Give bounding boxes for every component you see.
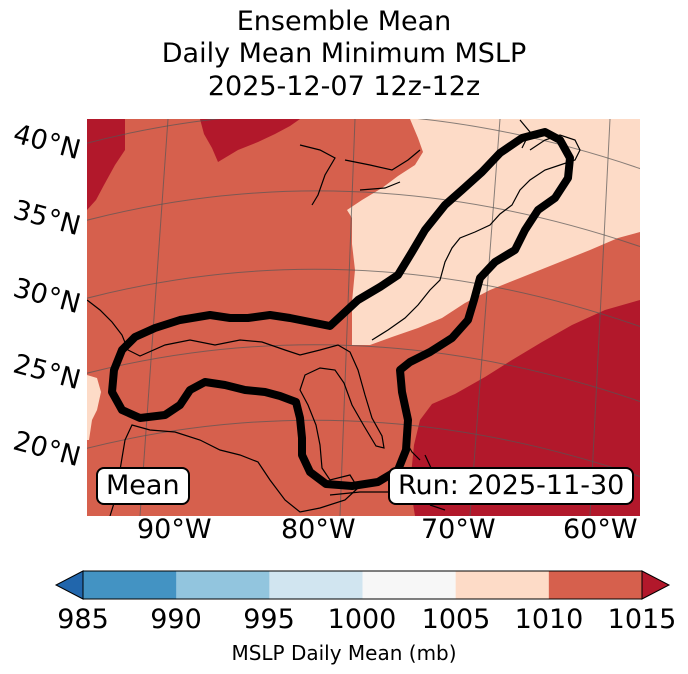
- colorbar-outline: [82, 570, 643, 600]
- colorbar-segment: [548, 571, 643, 599]
- colorbar-segment: [176, 571, 270, 599]
- colorbar-overflow-triangle: [641, 570, 671, 600]
- coastlines: [87, 119, 581, 516]
- graticule: [87, 119, 640, 516]
- colorbar-tick-1015: 1015: [607, 604, 677, 635]
- title-line-3: 2025-12-07 12z-12z: [207, 71, 481, 102]
- pressure-fill-above-1015-atlantic: [410, 300, 640, 516]
- lon-label-90w: 90°W: [137, 514, 212, 545]
- lon-label-80w: 80°W: [281, 514, 356, 545]
- member-label-box: Mean: [96, 467, 190, 505]
- colorbar-tick-1000: 1000: [327, 604, 397, 635]
- colorbar-tick-1005: 1005: [421, 604, 491, 635]
- colorbar-tick-1010: 1010: [514, 604, 584, 635]
- colorbar-segment: [83, 571, 177, 599]
- colorbar-tick-995: 995: [243, 604, 295, 635]
- colorbar-segment: [269, 571, 363, 599]
- title-line-1: Ensemble Mean: [236, 6, 452, 37]
- colorbar-underflow-triangle: [54, 570, 84, 600]
- colorbar-label: MSLP Daily Mean (mb): [231, 641, 457, 665]
- lon-label-60w: 60°W: [563, 514, 638, 545]
- run-date-box: Run: 2025-11-30: [388, 467, 635, 505]
- colorbar-segment: [455, 571, 550, 599]
- lon-label-70w: 70°W: [421, 514, 496, 545]
- colorbar-tick-990: 990: [150, 604, 202, 635]
- title-line-2: Daily Mean Minimum MSLP: [161, 38, 527, 69]
- colorbar-tick-985: 985: [57, 604, 109, 635]
- pressure-fill-1005-1010-west: [87, 375, 101, 440]
- pressure-fill-above-1015-northwest: [87, 119, 125, 210]
- colorbar-segment: [362, 571, 457, 599]
- pressure-fill-above-1015-north: [200, 119, 300, 162]
